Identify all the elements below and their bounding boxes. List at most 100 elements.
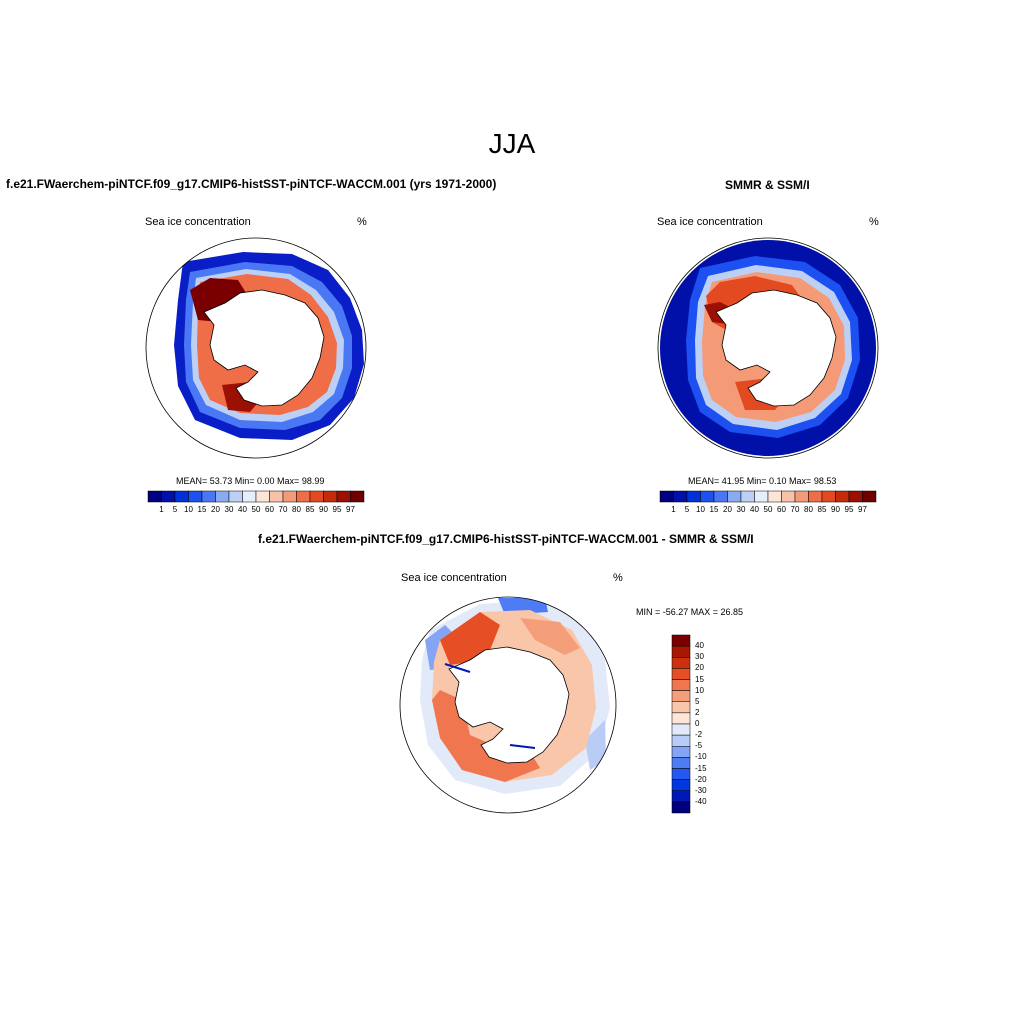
diff-coast-edge (444, 663, 536, 749)
colorbar-swatch (740, 490, 755, 503)
diff-minmax-text: MIN = -56.27 MAX = 26.85 (636, 607, 744, 617)
colorbar-tick-label: 10 (696, 505, 705, 514)
colorbar-tick-label: 30 (695, 652, 704, 662)
colorbar-swatch (269, 490, 284, 503)
colorbar-tick-label: 15 (695, 674, 704, 684)
colorbar-swatch (848, 490, 863, 503)
colorbar-tick-label: 10 (695, 685, 704, 695)
colorbar-tick-label: 95 (844, 505, 854, 514)
colorbar-swatch (161, 490, 176, 503)
colorbar-tick-label: 85 (817, 505, 827, 514)
colorbar-tick-label: 20 (723, 505, 732, 514)
colorbar-swatch (671, 779, 691, 791)
diff-blue-patch-north (498, 598, 548, 615)
colorbar-tick-label: 90 (319, 505, 328, 514)
colorbar-tick-label: 97 (346, 505, 355, 514)
colorbar-swatch (174, 490, 189, 503)
colorbar-tick-label: 5 (172, 505, 178, 514)
colorbar-tick-label: 20 (695, 663, 704, 673)
colorbar-swatch (671, 723, 691, 736)
colorbar-tick-label: 10 (184, 505, 193, 514)
model-stats-text: MEAN= 53.73 Min= 0.00 Max= 98.99 (176, 476, 325, 486)
colorbar-tick-label: 30 (224, 505, 234, 514)
colorbar-swatch (686, 490, 701, 503)
colorbar-tick-label: -5 (695, 741, 703, 751)
colorbar-swatch (671, 734, 691, 747)
model-panel-title: f.e21.FWaerchem-piNTCF.f09_g17.CMIP6-his… (6, 177, 497, 191)
season-title: JJA (488, 128, 536, 159)
colorbar-swatch (323, 490, 338, 503)
colorbar-tick-label: 60 (265, 505, 274, 514)
colorbar-swatch (296, 490, 311, 503)
colorbar-tick-label: 1 (159, 505, 164, 514)
obs-antarctica (715, 289, 837, 407)
colorbar-swatch (671, 634, 691, 647)
colorbar-swatch (282, 490, 297, 503)
colorbar-tick-label: 40 (695, 641, 704, 651)
colorbar-tick-label: 60 (777, 505, 786, 514)
colorbar-swatch (671, 690, 691, 702)
colorbar-tick-label: 97 (858, 505, 867, 514)
colorbar-swatch (821, 490, 836, 503)
colorbar-tick-label: 5 (695, 696, 700, 706)
diff-map-boundary (399, 596, 617, 814)
colorbar-swatch (767, 490, 782, 503)
diff-units-label: % (613, 572, 623, 584)
colorbar-swatch (835, 490, 850, 503)
model-antarctica (203, 289, 325, 407)
colorbar-swatch (671, 757, 691, 769)
obs-units-label: % (869, 216, 879, 228)
model-map (145, 237, 367, 459)
colorbar-tick-label: 0 (695, 719, 700, 728)
colorbar-swatch (671, 746, 691, 758)
colorbar-tick-label: 70 (278, 505, 288, 514)
model-variable-label: Sea ice concentration (145, 216, 251, 228)
model-map-boundary (145, 237, 367, 459)
colorbar-swatch (671, 645, 691, 658)
colorbar-swatch (336, 490, 351, 503)
obs-variable-label: Sea ice concentration (657, 216, 763, 228)
colorbar-swatch (309, 490, 324, 503)
colorbar-tick-label: 70 (790, 505, 800, 514)
colorbar-swatch (228, 490, 243, 503)
diff-antarctica (448, 646, 570, 764)
colorbar-swatch (671, 801, 691, 814)
diff-panel-title: f.e21.FWaerchem-piNTCF.f09_g17.CMIP6-his… (258, 532, 754, 546)
colorbar-swatch (700, 490, 715, 503)
colorbar-swatch (754, 490, 769, 503)
colorbar-tick-label: -2 (695, 730, 703, 740)
colorbar-swatch (671, 668, 691, 680)
colorbar-swatch (659, 490, 674, 503)
colorbar-swatch (862, 490, 877, 503)
colorbar-tick-label: 2 (695, 707, 700, 717)
diff-variable-label: Sea ice concentration (401, 572, 507, 584)
colorbar-tick-label: 15 (197, 505, 207, 514)
colorbar-tick-label: -10 (695, 752, 707, 762)
colorbar-swatch (255, 490, 270, 503)
colorbar-tick-label: 95 (332, 505, 342, 514)
obs-panel-title: SMMR & SSM/I (725, 178, 810, 192)
colorbar-swatch (671, 790, 691, 803)
colorbar-tick-label: -30 (695, 785, 707, 795)
model-units-label: % (357, 216, 367, 228)
colorbar-tick-label: 30 (736, 505, 746, 514)
obs-stats-text: MEAN= 41.95 Min= 0.10 Max= 98.53 (688, 476, 837, 486)
colorbar-tick-label: 90 (831, 505, 840, 514)
colorbar-swatch (671, 679, 691, 691)
colorbar-tick-label: -15 (695, 763, 707, 773)
colorbar-swatch (147, 490, 162, 503)
colorbar-swatch (808, 490, 823, 503)
colorbar-tick-label: -40 (695, 796, 707, 806)
colorbar-tick-label: 40 (750, 505, 759, 514)
diff-colorbar (671, 634, 691, 814)
colorbar-swatch (781, 490, 796, 503)
colorbar-tick-label: -20 (695, 774, 707, 784)
colorbar-tick-label: 80 (804, 505, 813, 514)
model-colorbar (147, 490, 365, 503)
colorbar-swatch (727, 490, 742, 503)
colorbar-swatch (201, 490, 216, 503)
diff-map (399, 596, 617, 814)
colorbar-swatch (673, 490, 688, 503)
colorbar-swatch (671, 768, 691, 780)
